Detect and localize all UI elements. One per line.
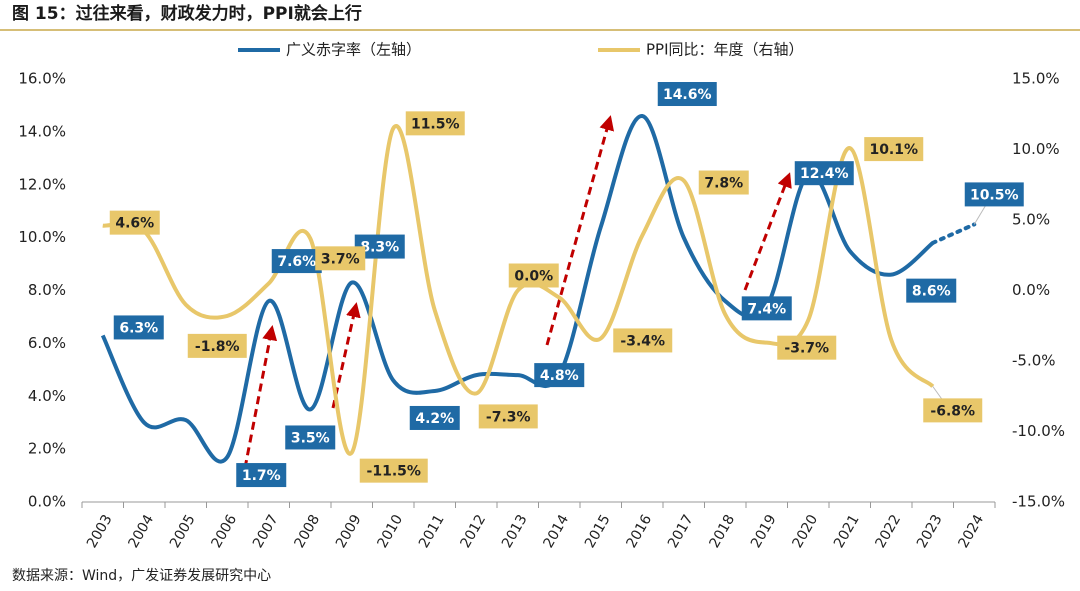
data-label: 4.8% [540, 368, 579, 384]
y-tick-label: 14.0% [18, 122, 66, 140]
x-tick-label: 2010 [375, 512, 407, 551]
data-label: -3.7% [784, 341, 829, 357]
data-label: 3.7% [321, 251, 360, 267]
series-line [100, 114, 935, 464]
data-label-box [271, 249, 322, 274]
data-label-box [777, 335, 837, 360]
x-tick-label: 2016 [624, 512, 656, 551]
x-tick-label: 2014 [541, 512, 573, 551]
data-label: 3.5% [291, 430, 330, 446]
data-label: -6.8% [930, 403, 975, 419]
y-tick-label: 0.0% [28, 493, 66, 511]
data-label-box [359, 458, 428, 483]
data-label-box [864, 137, 924, 162]
data-label-box [698, 170, 749, 195]
x-tick-label: 2011 [416, 512, 448, 551]
data-label: 7.6% [277, 254, 316, 270]
y2-tick-label: 15.0% [1012, 70, 1060, 88]
y2-tick-label: -5.0% [1012, 352, 1056, 370]
data-label: 10.1% [869, 142, 918, 158]
series-line [102, 123, 935, 456]
data-label: 11.5% [411, 116, 460, 132]
label-leader [973, 204, 987, 225]
data-label: 12.4% [800, 166, 849, 182]
data-label-box [964, 182, 1024, 207]
data-label-box [508, 263, 559, 288]
data-label-box [109, 210, 160, 235]
arrow [243, 325, 278, 469]
y-tick-label: 2.0% [28, 440, 66, 458]
x-tick-label: 2005 [167, 512, 199, 551]
x-tick-label: 2017 [665, 512, 697, 551]
y-tick-label: 16.0% [18, 70, 66, 88]
x-tick-label: 2015 [582, 512, 614, 551]
y2-tick-label: 5.0% [1012, 211, 1050, 229]
chart-title: 图 15：过往来看，财政发力时，PPI就会上行 [12, 3, 362, 24]
x-tick-label: 2019 [748, 512, 780, 551]
x-tick-label: 2018 [707, 512, 739, 551]
x-tick-label: 2009 [333, 512, 365, 551]
data-label: 4.2% [415, 411, 454, 427]
y-tick-label: 10.0% [18, 228, 66, 246]
data-label-box [613, 328, 673, 353]
x-tick-label: 2003 [84, 512, 116, 551]
data-label: 10.5% [970, 187, 1019, 203]
data-label-box [409, 405, 460, 430]
data-label-box [794, 161, 854, 186]
x-tick-label: 2008 [292, 512, 324, 551]
data-label-box [113, 315, 164, 340]
legend-label: PPI同比：年度（右轴） [646, 41, 804, 59]
data-label: 1.7% [242, 468, 281, 484]
data-label: 8.3% [360, 240, 399, 256]
data-label-box [923, 398, 983, 423]
x-tick-label: 2020 [790, 512, 822, 551]
y-tick-label: 8.0% [28, 281, 66, 299]
projection-line [930, 222, 977, 245]
x-tick-label: 2006 [209, 512, 241, 551]
x-tick-label: 2004 [126, 512, 158, 551]
data-label: -3.4% [620, 333, 665, 349]
data-label: -1.8% [195, 339, 240, 355]
data-label-box [657, 82, 717, 107]
y-tick-label: 12.0% [18, 175, 66, 193]
x-tick-label: 2012 [458, 512, 490, 551]
data-label: -7.3% [486, 409, 531, 425]
label-leader [932, 386, 944, 401]
data-label: 4.6% [115, 216, 154, 232]
data-label-box [285, 425, 336, 450]
data-label-box [187, 333, 247, 358]
x-tick-label: 2021 [831, 512, 863, 551]
data-label: 14.6% [663, 87, 712, 103]
y2-tick-label: -15.0% [1012, 493, 1065, 511]
y-tick-label: 4.0% [28, 387, 66, 405]
x-tick-label: 2024 [956, 512, 988, 551]
source-note: 数据来源：Wind，广发证券发展研究中心 [12, 568, 271, 584]
data-label: -11.5% [367, 464, 421, 480]
x-tick-label: 2013 [499, 512, 531, 551]
data-label: 7.8% [704, 176, 743, 192]
data-label: 6.3% [119, 320, 158, 336]
x-tick-label: 2022 [873, 512, 905, 551]
data-label-box [405, 111, 465, 136]
data-label-box [315, 246, 366, 271]
x-tick-label: 2023 [914, 512, 946, 551]
x-tick-label: 2007 [250, 512, 282, 551]
data-label-box [534, 363, 585, 388]
arrow [545, 115, 615, 346]
legend-label: 广义赤字率（左轴） [286, 41, 421, 59]
arrow [743, 172, 792, 291]
y2-tick-label: 0.0% [1012, 281, 1050, 299]
data-label-box [906, 278, 957, 303]
y2-tick-label: 10.0% [1012, 140, 1060, 158]
data-label: 7.4% [747, 301, 786, 317]
data-label-box [741, 296, 792, 321]
data-label-box [478, 404, 538, 429]
y2-tick-label: -10.0% [1012, 422, 1065, 440]
y-tick-label: 6.0% [28, 334, 66, 352]
data-label: 0.0% [514, 269, 553, 285]
data-label-box [236, 463, 287, 488]
data-label: 8.6% [912, 284, 951, 300]
